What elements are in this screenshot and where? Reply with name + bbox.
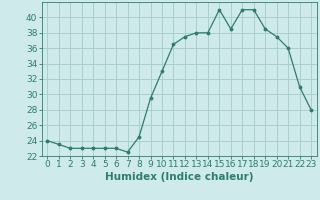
X-axis label: Humidex (Indice chaleur): Humidex (Indice chaleur) [105, 172, 253, 182]
